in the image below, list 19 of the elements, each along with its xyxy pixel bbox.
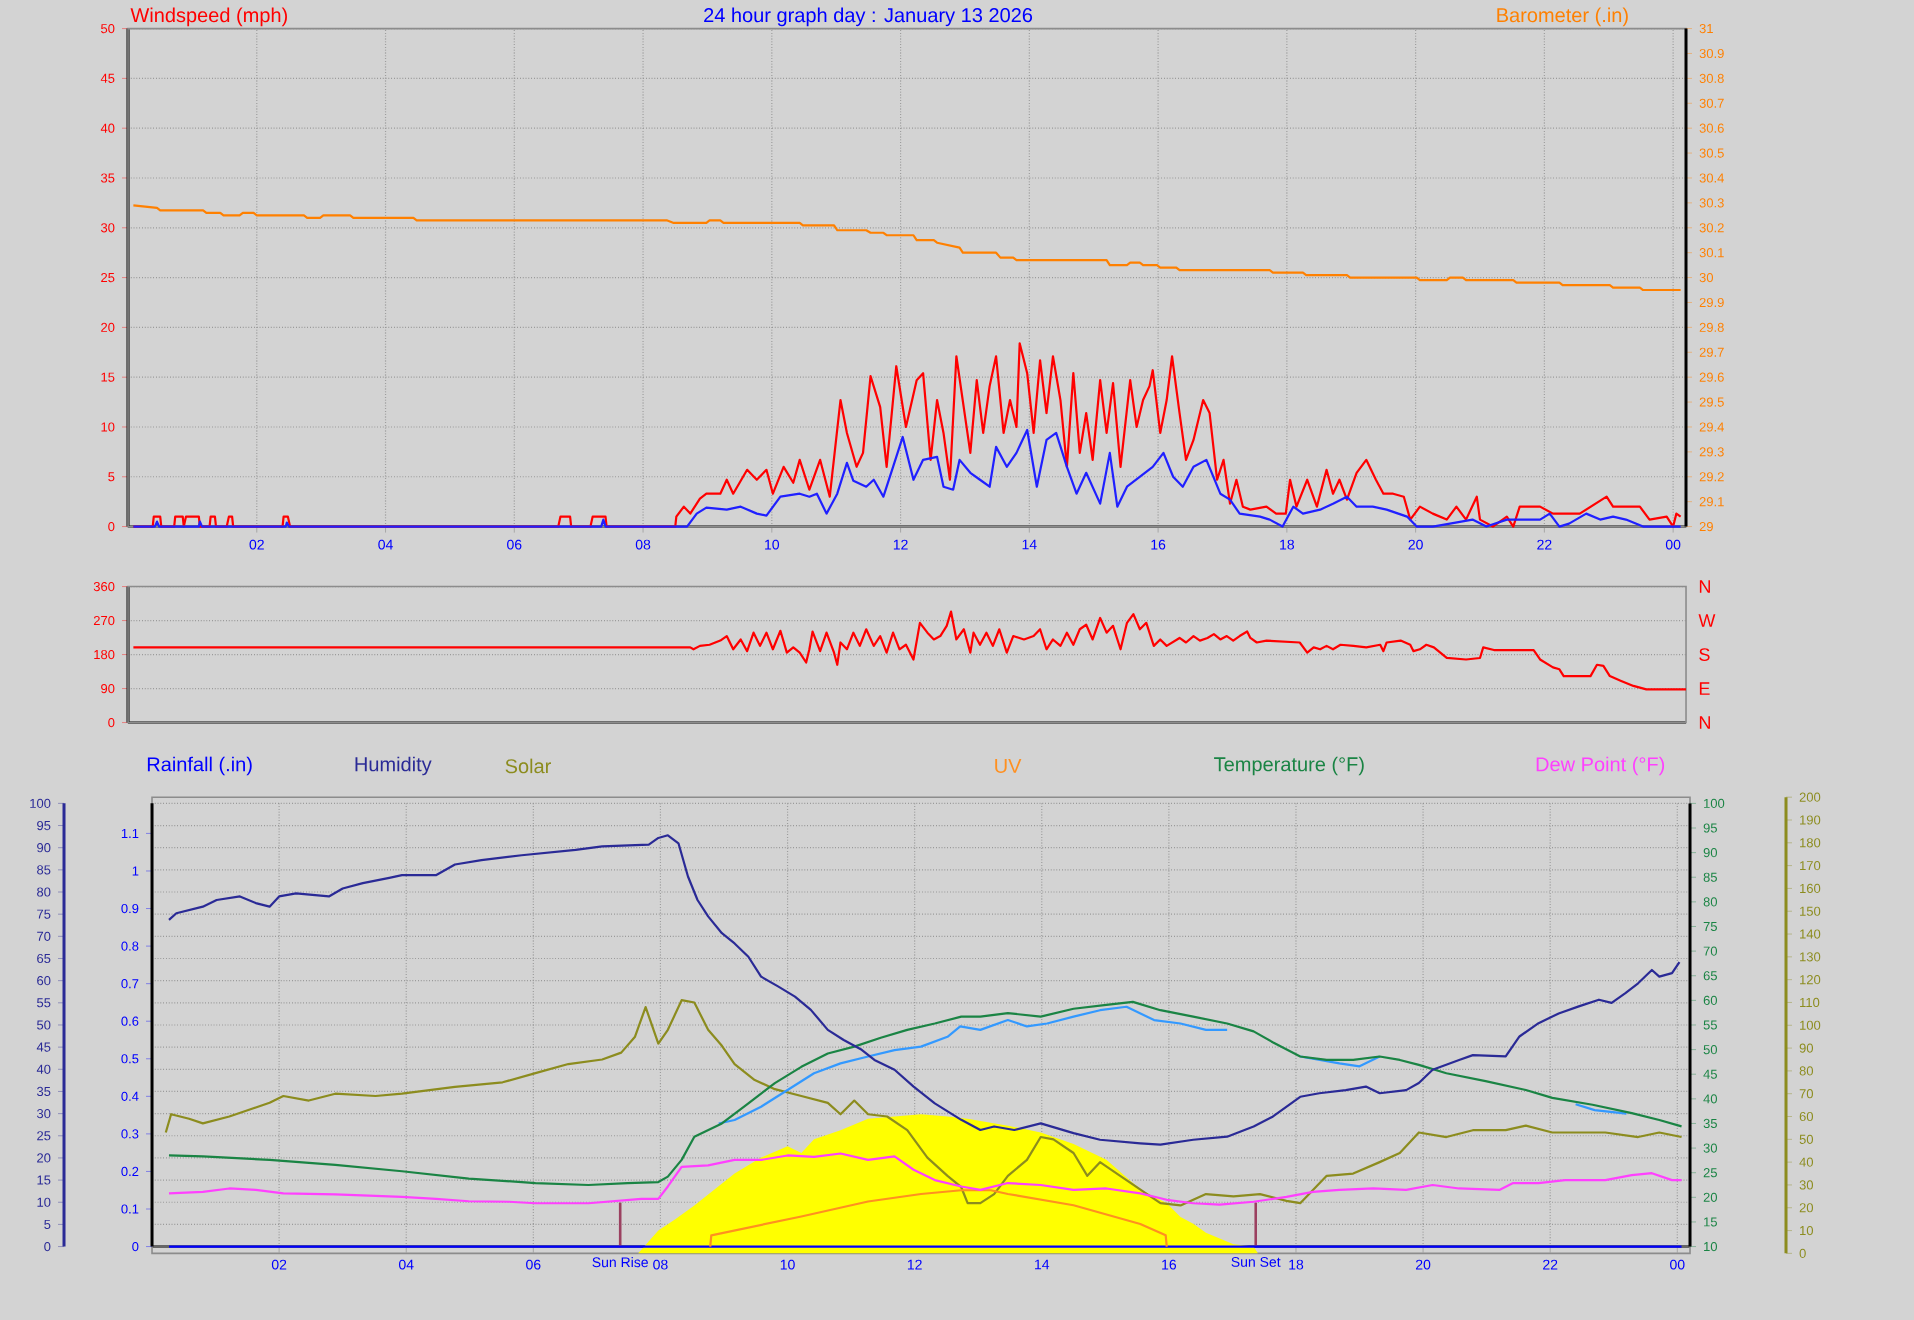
text: E — [1699, 682, 1710, 695]
text: W — [1698, 614, 1716, 627]
text: N — [1699, 580, 1710, 593]
line-series — [132, 204, 1682, 292]
text: Solar — [505, 758, 551, 774]
y2-axis-title: Barometer (.in) — [1497, 7, 1628, 27]
text: UV — [995, 758, 1022, 773]
text: S — [1699, 648, 1710, 661]
text: Humidity — [355, 756, 432, 776]
line-series — [167, 834, 1681, 1146]
line-series — [709, 1189, 1168, 1248]
line-series — [167, 1152, 1683, 1206]
chart-title: 24 hour graph day : January 13 2026 — [704, 7, 1033, 27]
text: N — [1699, 716, 1710, 729]
y-axis-title: Windspeed (mph) — [130, 7, 287, 27]
text: Dew Point (°F) — [1536, 756, 1665, 776]
text: Rainfall (.in) — [147, 756, 252, 776]
text: Temperature (°F) — [1214, 756, 1364, 776]
line-series — [132, 610, 1688, 691]
